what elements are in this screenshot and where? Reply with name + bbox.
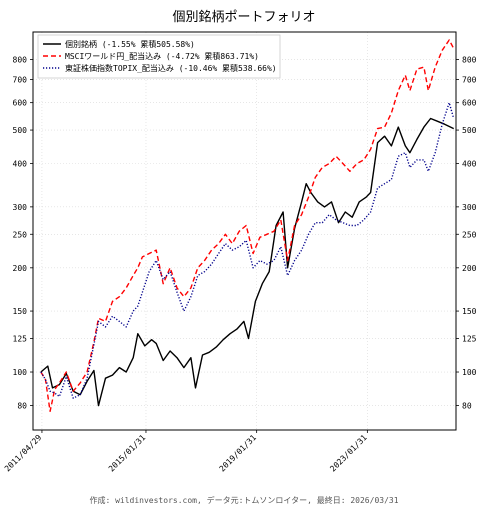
y-tick-label-left: 100 [13,368,28,377]
y-tick-label-right: 400 [462,160,477,169]
y-tick-label-left: 500 [13,126,28,135]
y-tick-label-left: 125 [13,334,28,343]
y-tick-label-right: 125 [462,334,477,343]
series-line-msci [40,39,455,412]
y-tick-label-left: 80 [17,402,27,411]
y-tick-label-left: 400 [13,160,28,169]
series-lines [40,39,455,412]
series-line-topix [40,102,455,399]
series-line-stock [40,117,455,407]
grid [33,32,456,430]
y-tick-label-right: 500 [462,126,477,135]
x-tick-label: 2023/01/31 [328,433,369,474]
y-tick-label-right: 200 [462,264,477,273]
x-tick-label: 2019/01/31 [218,433,259,474]
y-tick-label-left: 200 [13,264,28,273]
y-tick-label-right: 600 [462,99,477,108]
y-tick-label-left: 250 [13,230,28,239]
footer-credit: 作成: wildinvestors.com, データ元:トムソンロイター, 最終… [89,495,398,505]
y-tick-label-left: 700 [13,75,28,84]
x-tick-label: 2011/04/29 [3,433,44,474]
x-tick-label: 2015/01/31 [107,433,148,474]
y-tick-label-right: 100 [462,368,477,377]
y-tick-label-right: 80 [462,402,472,411]
plot-frame [32,31,457,431]
y-tick-label-right: 700 [462,75,477,84]
y-axis: 80 80 100 100 125 125 150 150 200 200 250 250 300 300… [13,55,477,410]
legend: 個別銘柄 (-1.55% 累積505.58%) MSCIワールド円_配当込み (… [37,34,281,79]
y-tick-label-right: 300 [462,203,477,212]
y-tick-label-left: 600 [13,99,28,108]
y-tick-label-left: 800 [13,55,28,64]
y-tick-label-left: 300 [13,203,28,212]
legend-label-stock: 個別銘柄 (-1.55% 累積505.58%) [65,39,195,49]
y-tick-label-right: 800 [462,55,477,64]
legend-label-topix: 東証株価指数TOPIX_配当込み (-10.46% 累積538.66%) [65,63,277,73]
y-tick-label-right: 250 [462,230,477,239]
legend-label-msci: MSCIワールド円_配当込み (-4.72% 累積863.71%) [65,51,259,61]
y-tick-label-right: 150 [462,307,477,316]
x-axis: 2011/04/29 2015/01/31 2019/01/31 2023/01/31 [3,430,369,473]
chart-title: 個別銘柄ポートフォリオ [172,10,315,25]
legend-box [37,34,281,79]
y-tick-label-left: 150 [13,307,28,316]
